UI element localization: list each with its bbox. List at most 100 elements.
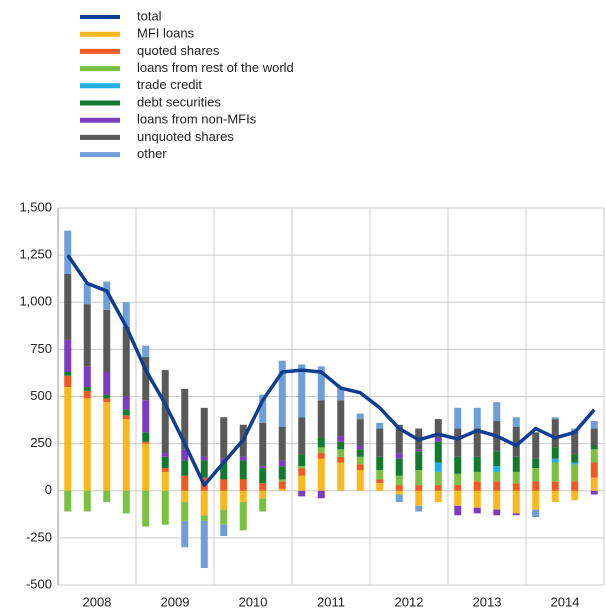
bar-segment xyxy=(298,475,306,491)
bar-segment xyxy=(395,424,403,454)
bar-segment xyxy=(278,360,286,427)
bar-segment xyxy=(434,485,442,491)
bar-segment xyxy=(551,417,559,420)
bar-segment xyxy=(590,477,598,491)
y-tick-label: 1,500 xyxy=(19,199,52,214)
bar-segment xyxy=(395,490,403,495)
bar-segment xyxy=(64,273,72,340)
x-tick-label: 2012 xyxy=(395,594,424,609)
bar-segment xyxy=(454,490,462,506)
bar-segment xyxy=(337,436,345,442)
bar-segment xyxy=(415,485,423,491)
bar-segment xyxy=(239,460,247,480)
total-line xyxy=(66,254,596,487)
bar-segment xyxy=(83,387,91,391)
bar-segment xyxy=(532,509,540,518)
y-tick-label: 500 xyxy=(30,388,52,403)
bar-segment xyxy=(571,454,579,463)
bar-segment xyxy=(512,456,520,472)
bar-segment xyxy=(259,468,267,484)
bar-segment xyxy=(434,441,442,463)
bar-segment xyxy=(493,402,501,422)
bar-segment xyxy=(356,456,364,465)
bar-segment xyxy=(376,470,384,480)
bar-segment xyxy=(434,437,442,442)
bar-segment xyxy=(278,426,286,461)
bar-segment xyxy=(142,490,150,527)
bar-segment xyxy=(532,481,540,491)
bar-segment xyxy=(239,490,247,503)
bar-segment xyxy=(278,460,286,467)
bar-segment xyxy=(278,479,286,482)
bar-segment xyxy=(220,524,228,536)
bar-segment xyxy=(259,466,267,469)
bar-segment xyxy=(337,449,345,457)
legend-label: total xyxy=(137,8,162,23)
bar-segment xyxy=(161,370,169,454)
bar-segment xyxy=(122,409,130,416)
bar-segment xyxy=(512,417,520,427)
bar-segment xyxy=(142,356,150,401)
bar-segment xyxy=(83,304,91,367)
bar-segment xyxy=(512,471,520,484)
bar-segment xyxy=(356,413,364,420)
bar-segment xyxy=(181,502,189,521)
bar-segment xyxy=(220,509,228,525)
bar-segment xyxy=(181,475,189,491)
bar-segment xyxy=(337,456,345,463)
bar-segment xyxy=(317,437,325,448)
bar-segment xyxy=(161,456,169,469)
bar-segment xyxy=(512,483,520,491)
legend-label: loans from non-MFIs xyxy=(137,112,257,127)
x-tick-label: 2010 xyxy=(239,594,268,609)
bar-segment xyxy=(434,462,442,472)
bar-segment xyxy=(337,441,345,450)
bar-segment xyxy=(493,481,501,491)
bar-segment xyxy=(473,507,481,514)
bar-segment xyxy=(551,462,559,482)
legend-label: other xyxy=(137,146,167,161)
bar-segment xyxy=(590,490,598,495)
bar-segment xyxy=(239,502,247,531)
bar-segment xyxy=(220,490,228,510)
bar-segment xyxy=(532,432,540,459)
bar-segment xyxy=(83,390,91,399)
bar-segment xyxy=(317,447,325,454)
bar-segment xyxy=(493,509,501,516)
bar-segment xyxy=(376,428,384,457)
bar-segment xyxy=(161,471,169,491)
bar-segment xyxy=(415,490,423,506)
bar-segment xyxy=(64,230,72,274)
legend-label: trade credit xyxy=(137,77,202,92)
bar-segment xyxy=(259,422,267,467)
bar-segment xyxy=(473,407,481,429)
bar-segment xyxy=(122,302,130,327)
bar-segment xyxy=(142,345,150,357)
bar-segment xyxy=(493,471,501,482)
bar-segment xyxy=(590,428,598,446)
bar-segment xyxy=(551,490,559,503)
x-tick-label: 2008 xyxy=(83,594,112,609)
bar-segment xyxy=(259,490,267,499)
bar-segment xyxy=(376,422,384,429)
y-tick-label: 250 xyxy=(30,435,52,450)
legend-label: loans from rest of the world xyxy=(137,60,294,75)
bar-segment xyxy=(571,428,579,431)
bar-segment xyxy=(83,283,91,305)
bar-segment xyxy=(590,445,598,450)
bar-segment xyxy=(415,505,423,512)
bar-segment xyxy=(64,339,72,372)
bar-segment xyxy=(512,490,520,514)
bar-segment xyxy=(473,481,481,491)
bar-segment xyxy=(493,490,501,510)
x-tick-label: 2014 xyxy=(551,594,580,609)
bar-segment xyxy=(103,309,111,372)
bar-segment xyxy=(298,364,306,418)
bar-segment xyxy=(298,490,306,497)
bar-segment xyxy=(317,453,325,459)
bar-segment xyxy=(298,417,306,455)
x-tick-label: 2009 xyxy=(161,594,190,609)
bar-segment xyxy=(220,462,228,480)
bar-segment xyxy=(590,421,598,429)
bar-segment xyxy=(200,456,208,461)
